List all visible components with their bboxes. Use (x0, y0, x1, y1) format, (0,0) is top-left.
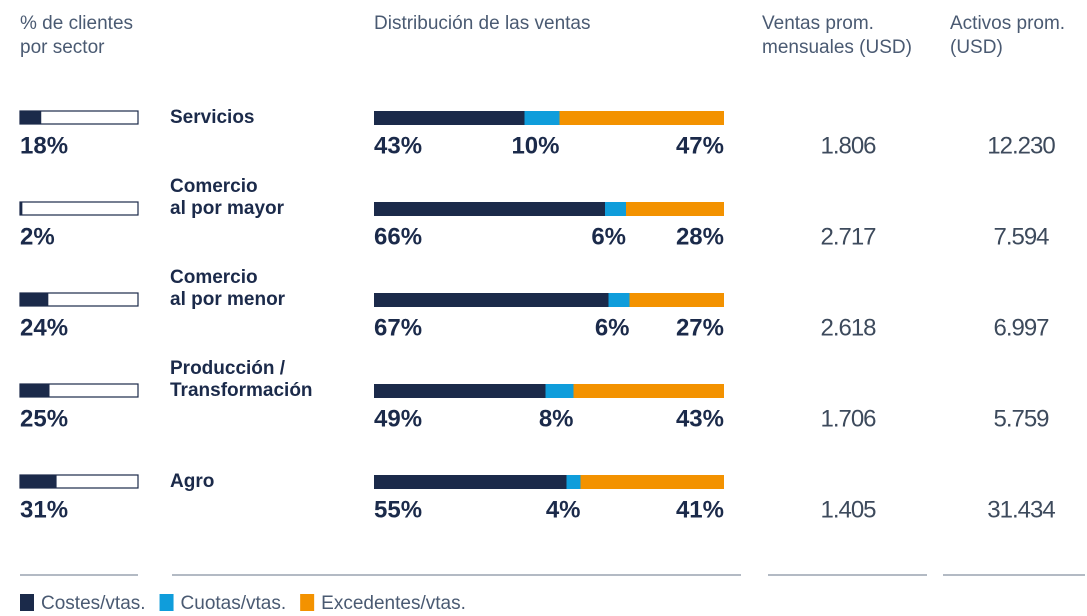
distribution-label: 43% (676, 405, 724, 432)
sales-value: 1.405 (820, 496, 876, 523)
distribution-label: 47% (676, 132, 724, 159)
share-label: 31% (20, 496, 68, 523)
distribution-label: 43% (374, 132, 422, 159)
distribution-segment (629, 293, 724, 307)
legend-label: Cuotas/vtas. (181, 593, 287, 614)
assets-value: 7.594 (993, 223, 1049, 250)
share-label: 2% (20, 223, 55, 250)
column-header: mensuales (USD) (762, 37, 912, 58)
share-bar (20, 202, 23, 215)
column-header: Ventas prom. (762, 13, 874, 34)
distribution-label: 49% (374, 405, 422, 432)
category-label: Producción / (170, 358, 286, 379)
distribution-label: 27% (676, 314, 724, 341)
category-label: Agro (170, 471, 214, 492)
distribution-segment (374, 475, 567, 489)
column-header: Distribución de las ventas (374, 13, 591, 34)
category-label: Comercio (170, 267, 258, 288)
column-header: por sector (20, 37, 105, 58)
column-header: % de clientes (20, 13, 133, 34)
legend-swatch (300, 594, 315, 611)
distribution-segment (524, 111, 560, 125)
share-label: 18% (20, 132, 68, 159)
category-label: al por mayor (170, 198, 285, 219)
sales-value: 2.717 (820, 223, 876, 250)
distribution-segment (573, 384, 724, 398)
distribution-label: 6% (595, 314, 630, 341)
distribution-label: 6% (591, 223, 626, 250)
share-bar (20, 475, 57, 488)
legend-swatch (20, 594, 34, 611)
distribution-segment (580, 475, 724, 489)
distribution-label: 67% (374, 314, 422, 341)
assets-value: 12.230 (987, 132, 1055, 159)
distribution-label: 66% (374, 223, 422, 250)
distribution-segment (374, 293, 609, 307)
distribution-segment (545, 384, 574, 398)
sales-value: 1.806 (820, 132, 876, 159)
distribution-label: 55% (374, 496, 422, 523)
legend-swatch (159, 594, 174, 611)
legend-label: Costes/vtas. (41, 593, 146, 614)
share-bar (20, 293, 49, 306)
category-label: al por menor (170, 289, 286, 310)
share-label: 24% (20, 314, 68, 341)
sales-value: 1.706 (820, 405, 876, 432)
distribution-segment (374, 384, 546, 398)
share-label: 25% (20, 405, 68, 432)
share-bar-track (19, 201, 139, 216)
assets-value: 5.759 (993, 405, 1049, 432)
distribution-label: 8% (539, 405, 574, 432)
column-header: (USD) (950, 37, 1003, 58)
category-label: Transformación (170, 380, 313, 401)
legend-label: Excedentes/vtas. (321, 593, 466, 614)
distribution-label: 10% (511, 132, 559, 159)
distribution-segment (559, 111, 724, 125)
distribution-label: 4% (546, 496, 581, 523)
share-bar (20, 111, 42, 124)
column-header: Activos prom. (950, 13, 1065, 34)
distribution-label: 41% (676, 496, 724, 523)
sales-value: 2.618 (820, 314, 876, 341)
distribution-segment (566, 475, 581, 489)
share-bar (20, 384, 50, 397)
distribution-segment (608, 293, 630, 307)
category-label: Comercio (170, 176, 258, 197)
distribution-segment (374, 202, 605, 216)
distribution-segment (374, 111, 525, 125)
assets-value: 31.434 (987, 496, 1055, 523)
distribution-segment (605, 202, 626, 216)
category-label: Servicios (170, 107, 255, 128)
distribution-label: 28% (676, 223, 724, 250)
assets-value: 6.997 (993, 314, 1049, 341)
distribution-segment (626, 202, 724, 216)
